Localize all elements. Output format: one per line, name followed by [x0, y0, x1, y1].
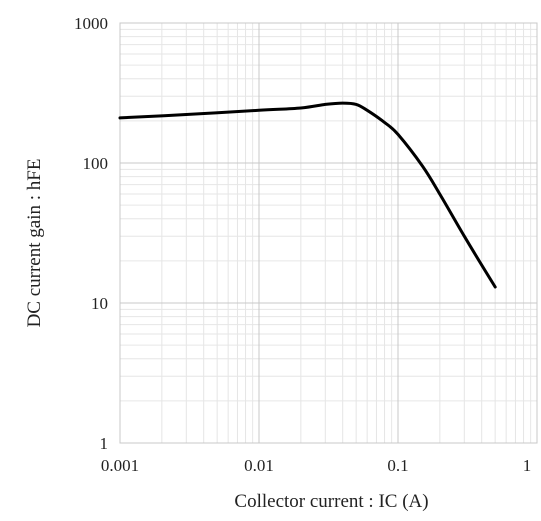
y-tick-label: 1: [100, 434, 109, 453]
x-tick-label: 0.01: [244, 456, 274, 475]
x-tick-label: 0.1: [387, 456, 408, 475]
y-tick-label: 100: [83, 154, 109, 173]
y-axis-title: DC current gain : hFE: [24, 159, 45, 328]
hfe-series-line: [118, 101, 497, 289]
x-axis-ticks: 0.001 0.01 0.1 1: [101, 456, 531, 475]
series-layer: [118, 101, 497, 289]
y-tick-label: 1000: [74, 14, 108, 33]
minor-grid: [120, 23, 537, 443]
y-axis-ticks: 1 10 100 1000: [74, 14, 108, 453]
plot-frame: [119, 22, 538, 444]
major-grid: [119, 22, 538, 444]
x-tick-label: 1: [523, 456, 532, 475]
x-axis-title: Collector current : IC (A): [234, 491, 428, 512]
y-tick-label: 10: [91, 294, 108, 313]
x-tick-label: 0.001: [101, 456, 139, 475]
